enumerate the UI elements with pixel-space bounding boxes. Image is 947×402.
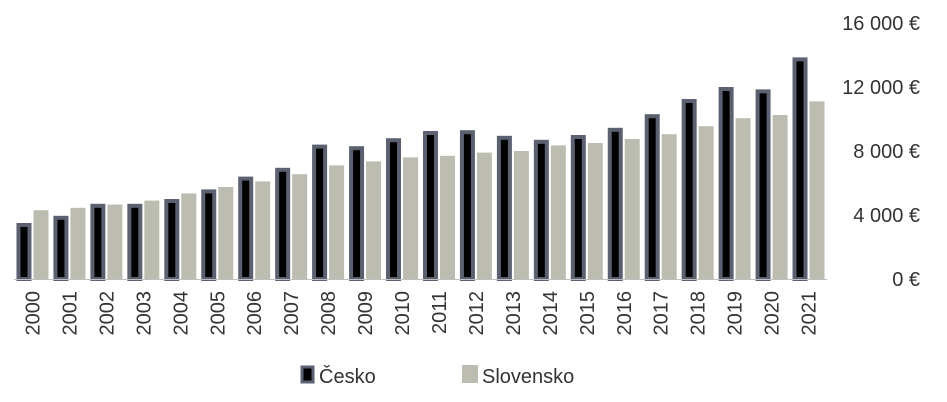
bar-cesko-2012 <box>459 130 475 281</box>
bar-slovensko-2008 <box>329 165 345 279</box>
bar-slovensko-2009 <box>366 161 382 279</box>
x-tick-label: 2003 <box>133 291 155 336</box>
bar-cesko-2003 <box>127 203 143 281</box>
legend-label-slovensko: Slovensko <box>482 366 574 388</box>
bar-slovensko-2005 <box>218 187 234 279</box>
x-tick-label: 2011 <box>429 291 451 334</box>
x-tick-label: 2016 <box>614 291 636 336</box>
bar-slovensko-2018 <box>698 126 714 279</box>
bar-cesko-2019 <box>718 87 734 281</box>
bar-cesko-2020 <box>755 89 771 282</box>
x-tick-label: 2020 <box>762 291 784 336</box>
bar-slovensko-2012 <box>476 152 492 279</box>
x-tick-label: 2018 <box>688 291 710 336</box>
bar-slovensko-2017 <box>661 134 677 279</box>
x-tick-label: 2001 <box>59 291 81 336</box>
legend-swatch-slovensko <box>462 365 478 383</box>
bar-cesko-2017 <box>644 114 660 281</box>
x-tick-label: 2006 <box>244 291 266 336</box>
legend-swatch-cesko <box>300 365 315 384</box>
bar-cesko-2021 <box>792 57 808 282</box>
y-tick-label: 0 € <box>892 269 920 291</box>
bar-slovensko-2007 <box>292 174 308 279</box>
x-tick-label: 2019 <box>725 291 747 336</box>
y-tick-label: 12 000 € <box>842 77 920 99</box>
bar-slovensko-2019 <box>735 118 751 279</box>
bar-cesko-2015 <box>570 135 586 281</box>
bar-cesko-2013 <box>496 135 512 281</box>
x-tick-label: 2005 <box>207 291 229 336</box>
y-axis-ticks: 0 € 4 000 € 8 000 € 12 000 € 16 000 € <box>842 13 920 291</box>
bar-slovensko-2011 <box>439 155 455 279</box>
x-tick-label: 2014 <box>540 291 562 336</box>
x-tick-label: 2012 <box>466 291 488 336</box>
bar-slovensko-2000 <box>33 210 49 279</box>
bar-slovensko-2001 <box>70 207 86 279</box>
bar-slovensko-2004 <box>181 193 197 279</box>
x-tick-label: 2008 <box>318 291 340 336</box>
x-tick-label: 2009 <box>355 291 377 336</box>
bar-slovensko-2014 <box>550 145 566 279</box>
x-tick-label: 2000 <box>22 291 44 336</box>
bar-cesko-2011 <box>422 131 438 281</box>
bar-slovensko-2015 <box>587 143 603 279</box>
bar-slovensko-2021 <box>809 101 825 280</box>
bar-cesko-2006 <box>238 176 254 282</box>
bar-slovensko-2013 <box>513 151 529 279</box>
bar-cesko-2001 <box>53 215 69 282</box>
x-tick-label: 2015 <box>577 291 599 336</box>
legend: Česko Slovensko <box>300 365 574 388</box>
x-tick-label: 2017 <box>651 291 673 336</box>
bar-slovensko-2010 <box>403 157 419 279</box>
bar-cesko-2007 <box>275 167 291 281</box>
bar-cesko-2005 <box>201 189 217 281</box>
bar-cesko-2016 <box>607 127 623 281</box>
x-tick-label: 2010 <box>392 291 414 336</box>
y-tick-label: 16 000 € <box>842 13 920 35</box>
x-tick-label: 2013 <box>503 291 525 336</box>
x-tick-label: 2002 <box>96 291 118 336</box>
bar-cesko-2008 <box>312 144 328 281</box>
bar-cesko-2004 <box>164 199 180 281</box>
x-tick-label: 2021 <box>799 291 821 336</box>
bar-slovensko-2002 <box>107 204 123 279</box>
bar-cesko-2018 <box>681 99 697 281</box>
bar-cesko-2014 <box>533 139 549 281</box>
legend-label-cesko: Česko <box>319 365 376 388</box>
bar-cesko-2000 <box>16 223 32 281</box>
bar-cesko-2002 <box>90 203 106 281</box>
bar-cesko-2009 <box>349 146 365 281</box>
x-tick-label: 2004 <box>170 291 192 336</box>
y-tick-label: 4 000 € <box>853 205 920 227</box>
y-tick-label: 8 000 € <box>853 141 920 163</box>
bar-slovensko-2006 <box>255 181 271 279</box>
bars-group <box>16 57 825 282</box>
x-tick-label: 2007 <box>281 291 303 336</box>
bar-slovensko-2020 <box>772 115 788 279</box>
bar-slovensko-2003 <box>144 200 160 279</box>
x-axis-ticks: 2000 2001 2002 2003 2004 2005 2006 2007 2008 2009… <box>22 291 820 336</box>
bar-slovensko-2016 <box>624 139 640 279</box>
bar-cesko-2010 <box>386 138 402 281</box>
